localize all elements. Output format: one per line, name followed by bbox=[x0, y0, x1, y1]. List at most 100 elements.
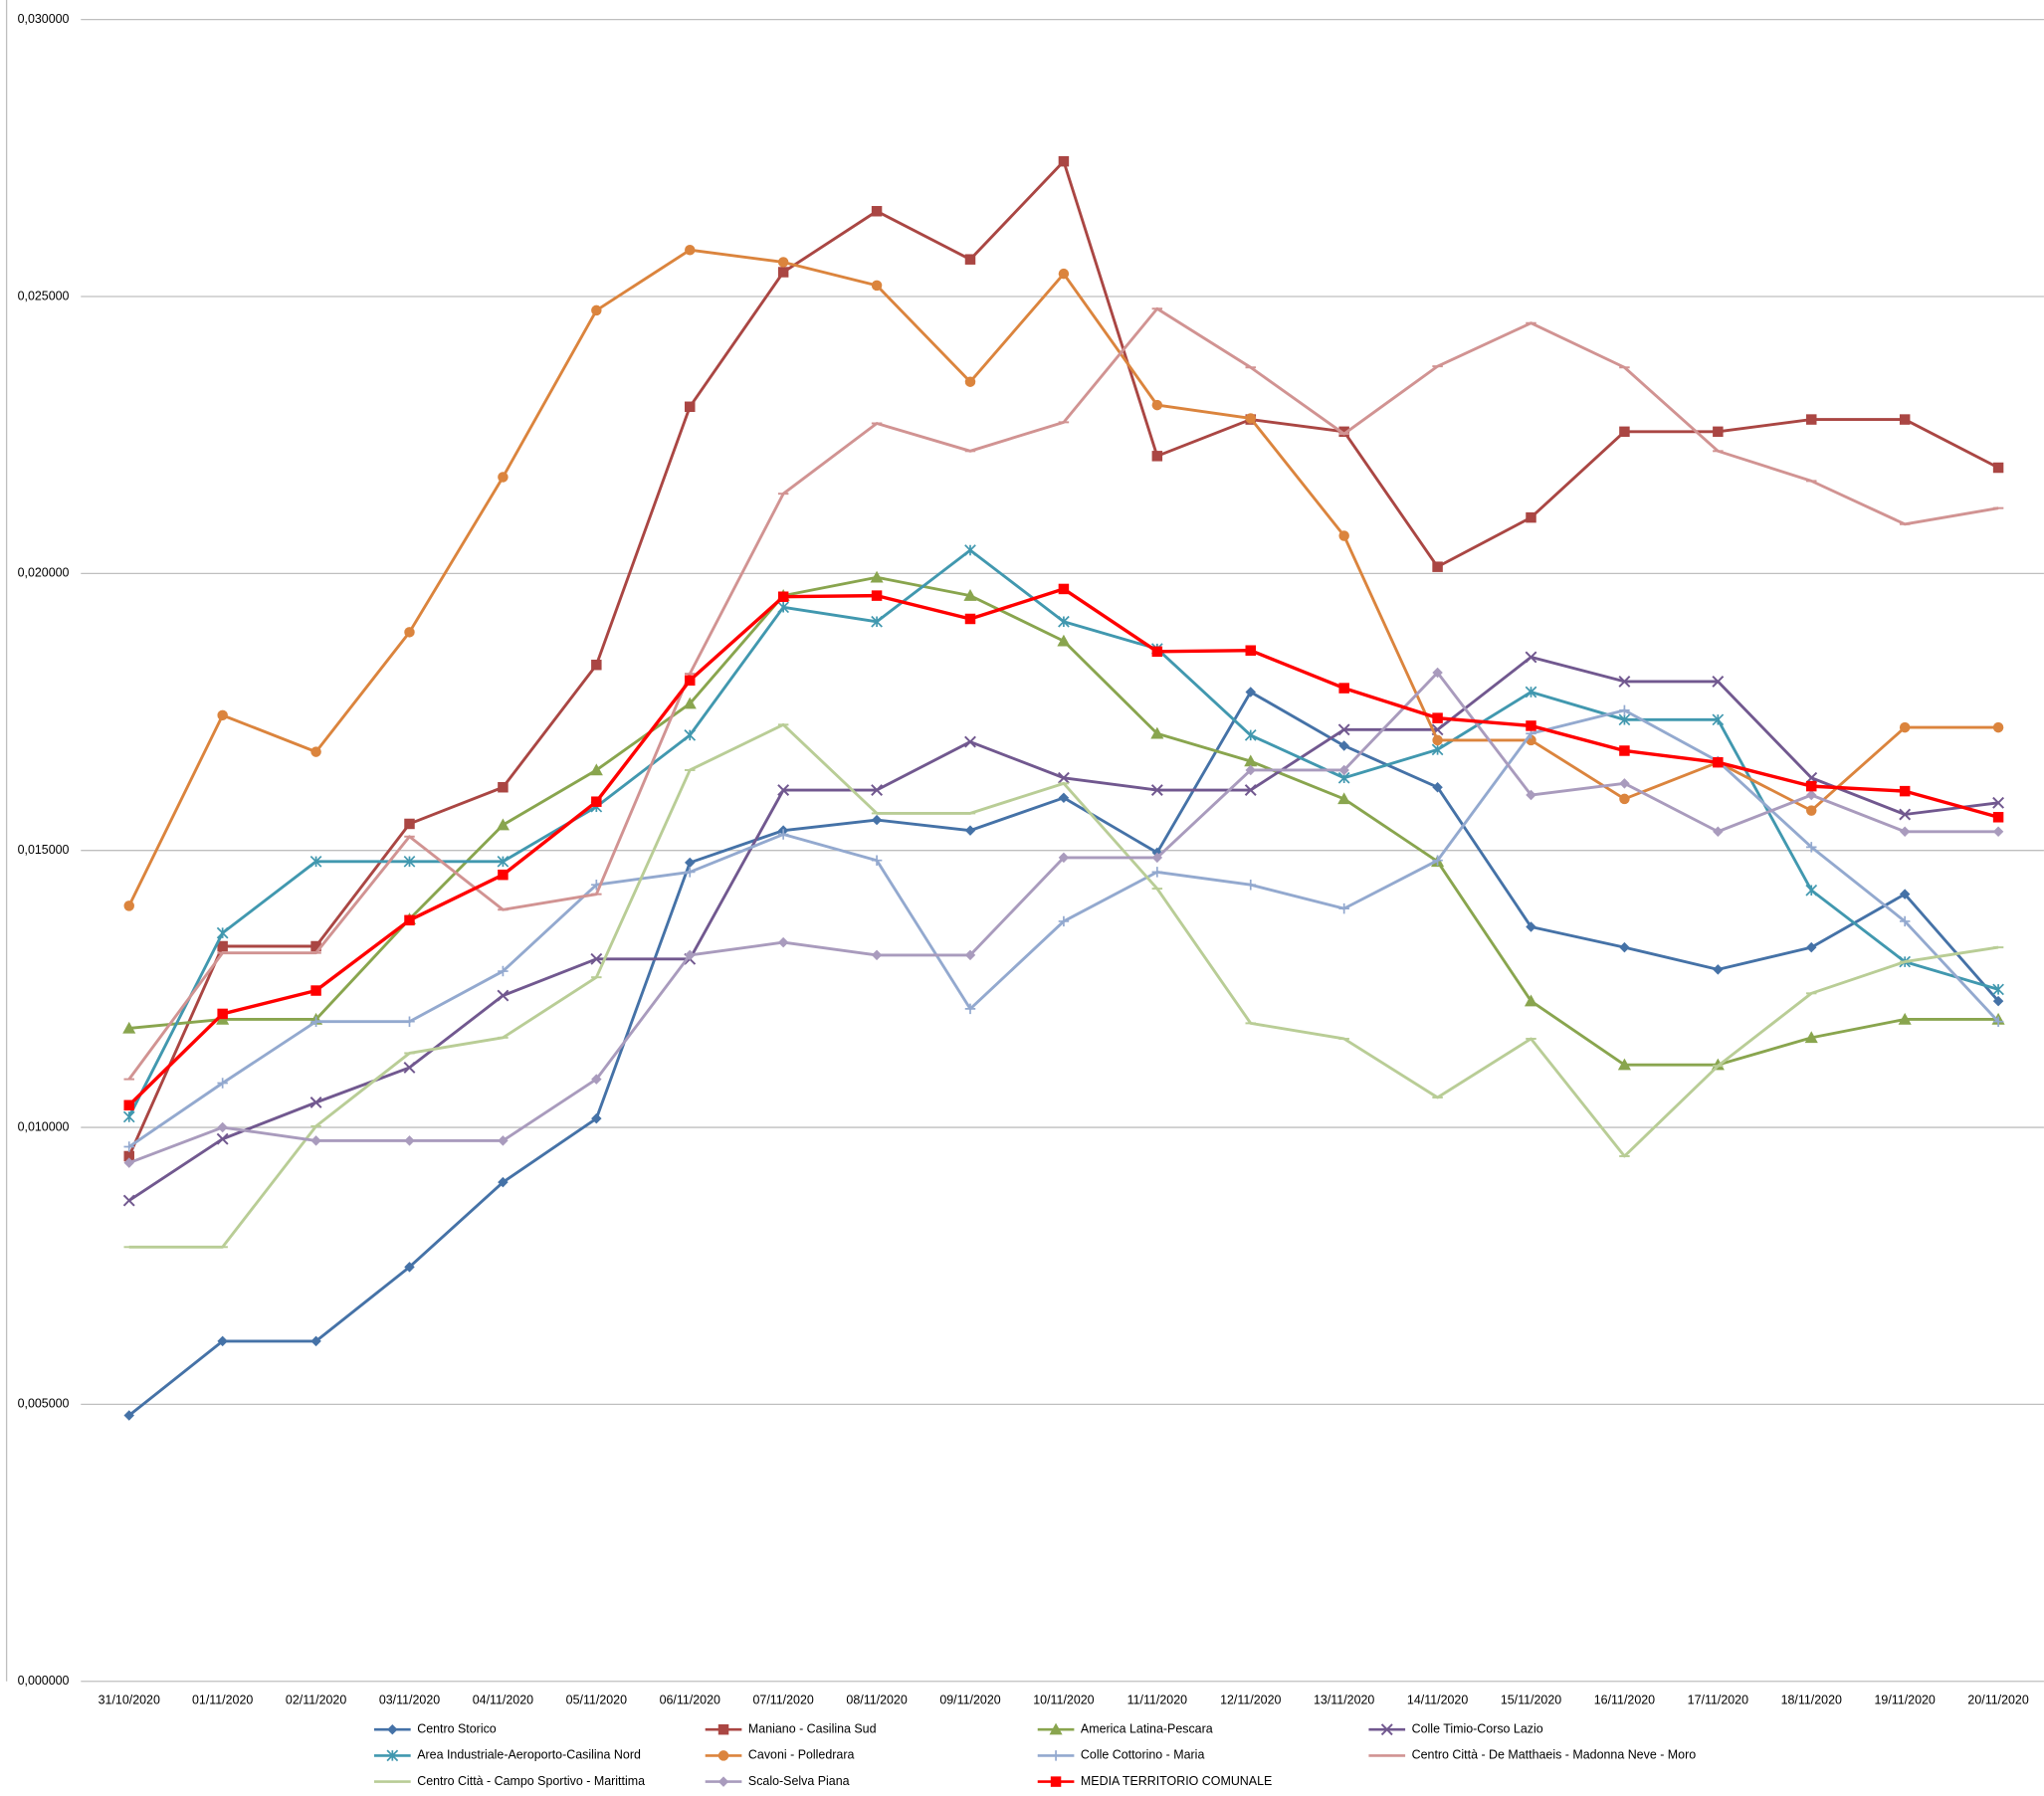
marker bbox=[498, 1135, 509, 1146]
marker bbox=[498, 781, 509, 793]
marker bbox=[591, 1074, 602, 1085]
marker bbox=[1899, 785, 1911, 797]
x-tick-label: 16/11/2020 bbox=[1594, 1694, 1655, 1707]
legend-label: Area Industriale-Aeroporto-Casilina Nord bbox=[417, 1748, 641, 1762]
marker bbox=[1380, 1723, 1393, 1736]
marker bbox=[122, 1194, 135, 1207]
marker bbox=[1057, 634, 1071, 647]
marker bbox=[777, 936, 789, 948]
marker bbox=[717, 1723, 729, 1735]
marker bbox=[1713, 426, 1724, 438]
marker bbox=[1806, 842, 1817, 853]
marker bbox=[1619, 704, 1630, 716]
marker bbox=[1526, 720, 1536, 731]
marker bbox=[964, 376, 976, 387]
x-tick-label: 31/10/2020 bbox=[99, 1694, 160, 1707]
marker bbox=[122, 1021, 136, 1034]
series bbox=[122, 651, 2005, 1207]
marker bbox=[963, 589, 977, 601]
marker bbox=[964, 254, 976, 265]
y-tick-label: 0,030000 bbox=[18, 12, 70, 26]
marker bbox=[1526, 511, 1536, 523]
marker bbox=[404, 1135, 415, 1146]
x-tick-label: 06/11/2020 bbox=[660, 1694, 720, 1707]
marker bbox=[685, 857, 696, 869]
y-tick-label: 0,005000 bbox=[18, 1397, 70, 1411]
marker bbox=[1992, 983, 2004, 996]
marker bbox=[589, 763, 603, 776]
marker bbox=[591, 796, 602, 807]
marker bbox=[1058, 915, 1070, 927]
marker bbox=[1338, 683, 1349, 694]
marker bbox=[777, 829, 789, 840]
marker bbox=[1992, 995, 2004, 1007]
marker bbox=[871, 814, 883, 826]
marker bbox=[1150, 784, 1163, 796]
x-tick-label: 01/11/2020 bbox=[192, 1694, 253, 1707]
marker bbox=[1524, 994, 1538, 1007]
marker bbox=[1617, 1058, 1631, 1071]
marker bbox=[386, 1749, 399, 1762]
x-tick-label: 08/11/2020 bbox=[846, 1694, 907, 1707]
marker bbox=[1806, 789, 1817, 801]
x-tick-label: 10/11/2020 bbox=[1033, 1694, 1094, 1707]
marker bbox=[1618, 675, 1631, 688]
marker bbox=[1618, 713, 1631, 726]
x-tick-label: 07/11/2020 bbox=[752, 1694, 813, 1707]
marker bbox=[777, 591, 789, 602]
marker bbox=[1338, 426, 1349, 438]
marker bbox=[1337, 792, 1351, 805]
marker bbox=[964, 544, 976, 556]
marker bbox=[1057, 771, 1070, 784]
marker bbox=[403, 1061, 416, 1074]
marker bbox=[871, 855, 883, 866]
series bbox=[123, 722, 2004, 1249]
marker bbox=[1058, 155, 1070, 167]
legend-label: Maniano - Casilina Sud bbox=[748, 1721, 877, 1735]
marker bbox=[1713, 964, 1724, 975]
legend-label: Centro Storico bbox=[417, 1721, 497, 1735]
marker bbox=[871, 206, 883, 217]
marker bbox=[1804, 1031, 1818, 1044]
marker bbox=[404, 1016, 415, 1027]
marker bbox=[964, 825, 976, 836]
marker bbox=[717, 1750, 729, 1761]
marker bbox=[1050, 1776, 1062, 1787]
marker bbox=[1058, 792, 1070, 804]
marker bbox=[1899, 915, 1911, 927]
marker bbox=[685, 401, 696, 413]
marker bbox=[1058, 583, 1070, 595]
marker bbox=[1432, 781, 1443, 793]
x-tick-label: 17/11/2020 bbox=[1688, 1694, 1748, 1707]
series bbox=[123, 306, 2004, 1081]
marker bbox=[1525, 651, 1537, 664]
marker bbox=[123, 1141, 134, 1152]
series bbox=[123, 155, 2004, 1162]
marker bbox=[1899, 889, 1911, 899]
marker bbox=[496, 818, 510, 831]
series bbox=[123, 244, 2004, 911]
marker bbox=[1245, 413, 1256, 424]
marker bbox=[310, 746, 321, 757]
marker bbox=[1899, 808, 1912, 821]
y-tick-label: 0,015000 bbox=[18, 843, 70, 857]
marker bbox=[1712, 675, 1725, 688]
marker bbox=[1338, 740, 1349, 751]
marker bbox=[123, 1157, 134, 1168]
marker bbox=[1058, 852, 1070, 864]
marker bbox=[590, 952, 603, 965]
marker bbox=[1712, 713, 1725, 726]
marker bbox=[1432, 712, 1443, 723]
marker bbox=[1244, 754, 1258, 767]
marker bbox=[1151, 646, 1163, 658]
marker bbox=[1619, 793, 1630, 805]
marker bbox=[685, 949, 696, 961]
marker bbox=[1898, 1012, 1912, 1025]
x-tick-label: 09/11/2020 bbox=[939, 1694, 1000, 1707]
marker bbox=[217, 940, 228, 952]
marker bbox=[1245, 687, 1256, 698]
marker bbox=[1432, 734, 1443, 746]
marker bbox=[871, 280, 883, 292]
